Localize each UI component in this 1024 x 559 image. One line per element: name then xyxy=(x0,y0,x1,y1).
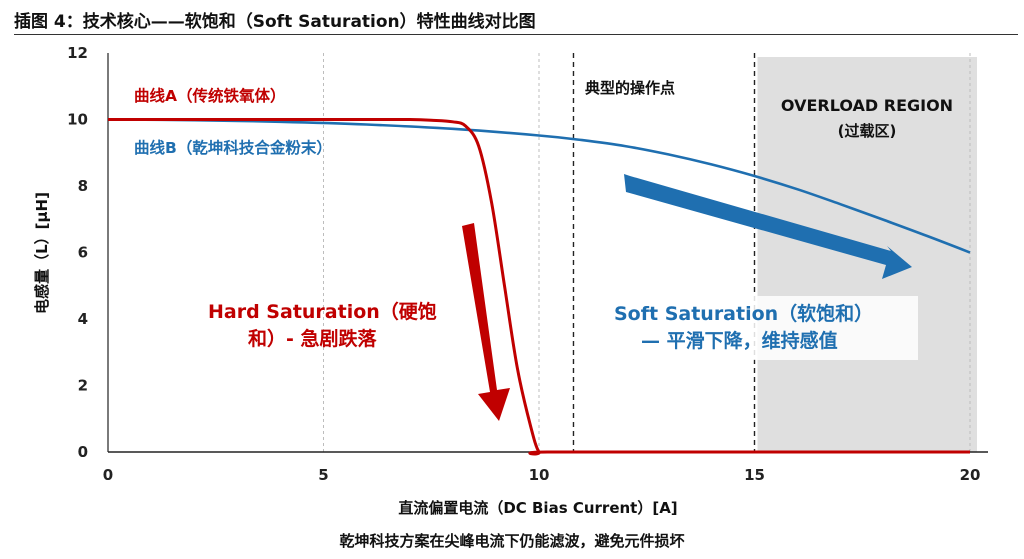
hard-saturation-label: Hard Saturation（硬饱 xyxy=(208,300,437,323)
y-tick-label: 12 xyxy=(67,44,88,62)
overload-sublabel: (过载区) xyxy=(838,122,897,140)
y-tick-label: 2 xyxy=(78,377,88,395)
series-line-curve-b xyxy=(107,118,971,254)
legend-curve-a: 曲线A（传统铁氧体） xyxy=(134,86,286,105)
legend-curve-b: 曲线B（乾坤科技合金粉末） xyxy=(134,138,332,157)
hard-saturation-label-2: 和）- 急剧跌落 xyxy=(248,327,378,350)
x-tick-label: 5 xyxy=(318,466,328,484)
title-divider xyxy=(14,34,1018,35)
typical-point-label: 典型的操作点 xyxy=(585,79,675,97)
y-tick-label: 8 xyxy=(78,177,88,195)
figure-caption: 乾坤科技方案在尖峰电流下仍能滤波，避免元件损坏 xyxy=(339,532,685,550)
x-ticks: 0 5 10 15 20 xyxy=(103,466,981,484)
series-line-curve-a xyxy=(108,117,970,456)
x-tick-label: 10 xyxy=(529,466,550,484)
x-tick-label: 0 xyxy=(103,466,113,484)
soft-saturation-label: Soft Saturation（软饱和） xyxy=(614,302,873,325)
x-tick-label: 20 xyxy=(960,466,981,484)
y-ticks: 0 2 4 6 8 10 12 xyxy=(67,44,88,461)
y-tick-label: 10 xyxy=(67,111,88,129)
x-axis-label: 直流偏置电流（DC Bias Current）[A] xyxy=(398,499,677,517)
soft-saturation-arrow xyxy=(624,174,912,279)
y-tick-label: 0 xyxy=(78,443,88,461)
saturation-chart: 0 5 10 15 20 0 2 4 6 8 10 12 曲线A（传统铁氧体） 曲线B（乾坤科技合金… xyxy=(33,44,988,517)
hard-saturation-arrow xyxy=(462,223,510,421)
soft-saturation-label-bg xyxy=(606,296,918,360)
x-tick-label: 15 xyxy=(744,466,765,484)
overload-label: OVERLOAD REGION xyxy=(781,96,953,115)
soft-saturation-label-2: — 平滑下降，维持感值 xyxy=(641,329,838,352)
y-axis-label: 电感量（L）[μH] xyxy=(33,192,51,314)
figure-title: 插图 4：技术核心——软饱和（Soft Saturation）特性曲线对比图 xyxy=(14,12,536,32)
y-tick-label: 6 xyxy=(78,244,88,262)
y-tick-label: 4 xyxy=(78,310,88,328)
